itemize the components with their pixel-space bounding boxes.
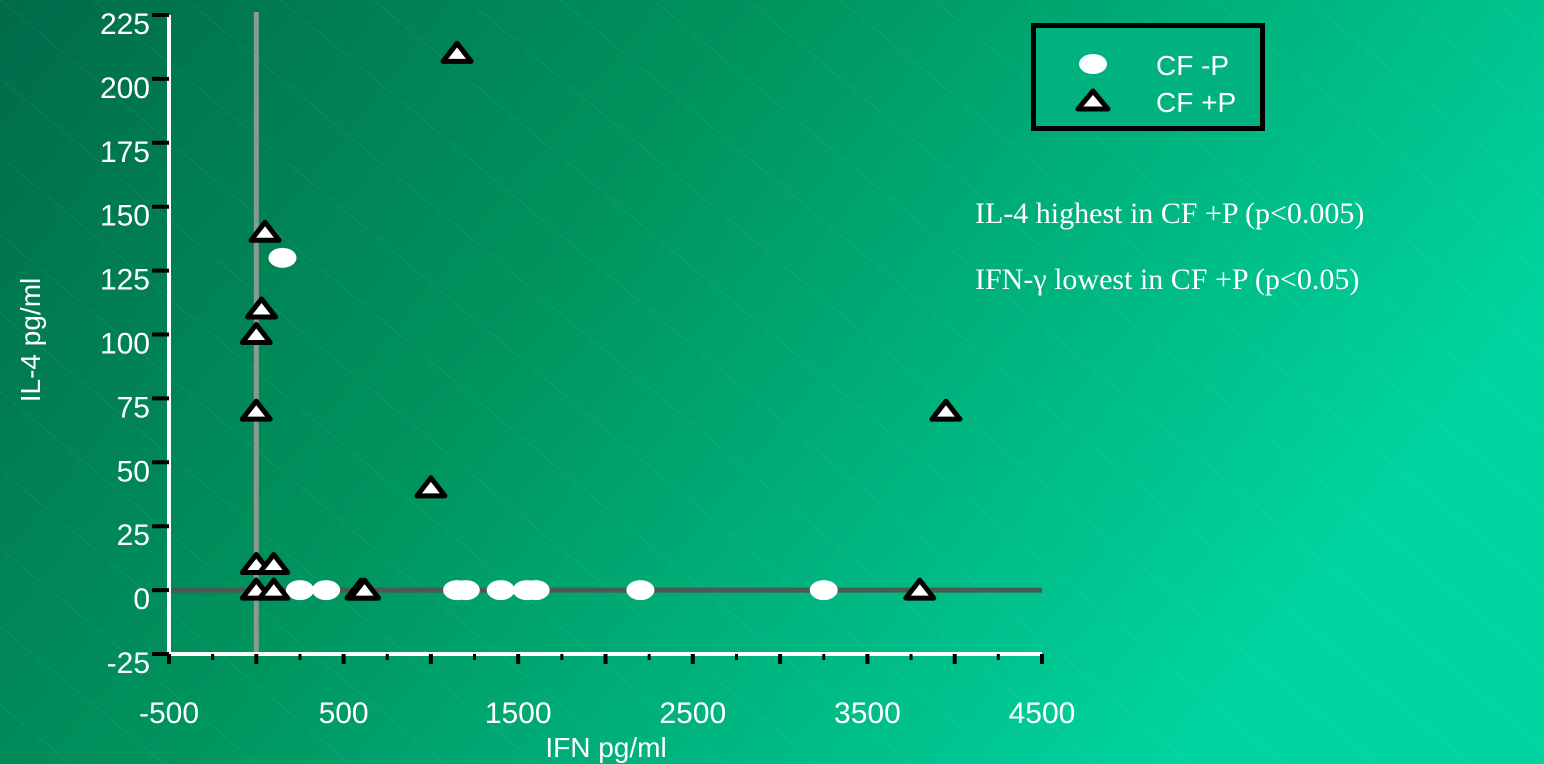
y-tick-label: 200	[100, 72, 150, 105]
y-tick-label: 50	[117, 455, 150, 488]
x-axis-title: IFN pg/ml	[545, 732, 666, 763]
point-cf-minus-p	[285, 580, 314, 601]
point-cf-minus-p	[521, 580, 550, 601]
y-tick-label: 0	[133, 583, 150, 616]
annotation-il4: IL-4 highest in CF +P (p<0.005)	[975, 197, 1365, 230]
y-tick-label: 100	[100, 328, 150, 361]
point-cf-plus-p	[348, 577, 382, 601]
tick-labels: 225 200 175 150 125 100 75 50 25 0 -25 -500 500 1500 2…	[100, 8, 1075, 730]
point-cf-plus-p	[257, 552, 291, 576]
point-cf-minus-p	[451, 580, 480, 601]
point-cf-plus-p	[239, 322, 273, 345]
point-cf-plus-p	[414, 475, 448, 499]
y-tick-label: 125	[100, 264, 150, 297]
tick-marks	[152, 13, 1044, 664]
x-tick-label: 4500	[1009, 697, 1076, 730]
y-axis-title: IL-4 pg/ml	[15, 278, 46, 403]
legend-label: CF -P	[1156, 50, 1230, 81]
legend: CF -P CF +P	[1031, 23, 1265, 131]
point-cf-minus-p	[809, 580, 838, 601]
point-cf-minus-p	[626, 580, 655, 601]
point-cf-minus-p	[312, 580, 341, 601]
point-cf-plus-p	[248, 219, 282, 243]
x-tick-label: 500	[319, 697, 369, 730]
x-tick-label: -500	[139, 697, 199, 730]
y-tick-label: 225	[100, 8, 150, 41]
y-tick-label: 75	[117, 391, 150, 424]
point-cf-plus-p	[440, 40, 474, 64]
x-tick-label: 3500	[834, 697, 901, 730]
legend-label: CF +P	[1156, 87, 1237, 118]
legend-item-cf-plus-p: CF +P	[1036, 83, 1260, 123]
point-cf-minus-p	[268, 247, 297, 268]
point-cf-plus-p	[257, 577, 291, 601]
axes	[167, 15, 1042, 656]
point-cf-plus-p	[239, 398, 273, 422]
triangle-marker-icon	[1075, 88, 1111, 112]
data-points	[239, 40, 963, 601]
y-tick-label: 25	[117, 519, 150, 552]
reference-lines	[169, 12, 1042, 654]
point-cf-plus-p	[903, 577, 937, 601]
annotation-ifn: IFN-γ lowest in CF +P (p<0.05)	[975, 263, 1360, 296]
ellipse-marker-icon	[1079, 54, 1107, 74]
y-tick-label: -25	[107, 647, 150, 680]
point-cf-plus-p	[245, 296, 279, 320]
y-tick-label: 150	[100, 200, 150, 233]
point-cf-plus-p	[929, 398, 963, 422]
y-tick-label: 175	[100, 136, 150, 169]
x-tick-label: 1500	[485, 697, 552, 730]
legend-item-cf-minus-p: CF -P	[1036, 46, 1260, 86]
point-cf-minus-p	[486, 580, 515, 601]
x-tick-label: 2500	[659, 697, 726, 730]
